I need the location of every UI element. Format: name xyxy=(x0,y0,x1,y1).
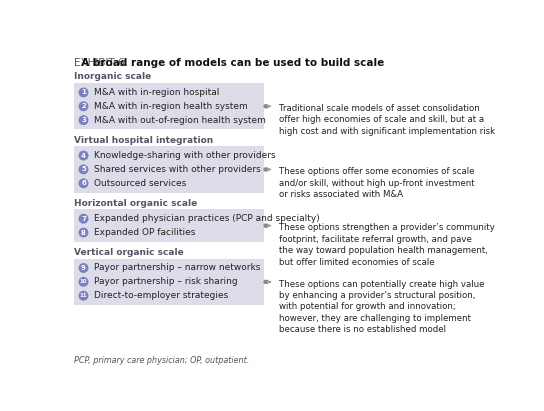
Text: These options can potentially create high value
by enhancing a provider’s struct: These options can potentially create hig… xyxy=(279,279,484,335)
Text: Horizontal organic scale: Horizontal organic scale xyxy=(74,199,197,208)
Text: M&A with in-region hospital: M&A with in-region hospital xyxy=(94,88,220,97)
Bar xyxy=(74,259,264,305)
Text: Payor partnership – risk sharing: Payor partnership – risk sharing xyxy=(94,277,238,286)
Text: 6: 6 xyxy=(81,180,86,186)
Text: Payor partnership – narrow networks: Payor partnership – narrow networks xyxy=(94,263,261,272)
Text: Outsourced services: Outsourced services xyxy=(94,179,187,188)
Text: A broad range of models can be used to build scale: A broad range of models can be used to b… xyxy=(74,58,385,68)
Text: 8: 8 xyxy=(81,230,86,236)
Text: 3: 3 xyxy=(81,117,86,123)
Text: EXHIBIT 6: EXHIBIT 6 xyxy=(74,58,125,68)
Text: 7: 7 xyxy=(81,216,86,222)
Text: Vertical organic scale: Vertical organic scale xyxy=(74,248,184,257)
Text: Virtual hospital integration: Virtual hospital integration xyxy=(74,136,213,145)
Circle shape xyxy=(79,229,88,237)
Circle shape xyxy=(79,291,88,300)
Circle shape xyxy=(264,168,267,171)
Text: 10: 10 xyxy=(80,279,87,284)
Circle shape xyxy=(79,88,88,97)
Text: These options strengthen a provider’s community
footprint, facilitate referral g: These options strengthen a provider’s co… xyxy=(279,223,494,267)
Text: These options offer some economies of scale
and/or skill, without high up-front : These options offer some economies of sc… xyxy=(279,167,474,199)
Text: 9: 9 xyxy=(81,265,86,271)
Text: 5: 5 xyxy=(81,166,86,173)
Circle shape xyxy=(264,105,267,108)
Circle shape xyxy=(79,102,88,111)
Text: Expanded OP facilities: Expanded OP facilities xyxy=(94,228,196,237)
Circle shape xyxy=(79,264,88,272)
Text: Traditional scale models of asset consolidation
offer high economies of scale an: Traditional scale models of asset consol… xyxy=(279,104,495,136)
Text: Direct-to-employer strategies: Direct-to-employer strategies xyxy=(94,291,228,300)
Text: Shared services with other providers: Shared services with other providers xyxy=(94,165,261,174)
Circle shape xyxy=(79,165,88,174)
Circle shape xyxy=(264,224,267,227)
Bar xyxy=(74,146,264,192)
Text: M&A with out-of-region health system: M&A with out-of-region health system xyxy=(94,115,266,125)
Circle shape xyxy=(79,215,88,223)
Text: 11: 11 xyxy=(80,293,87,298)
Text: M&A with in-region health system: M&A with in-region health system xyxy=(94,102,248,111)
Text: 4: 4 xyxy=(81,152,86,159)
Bar xyxy=(74,83,264,129)
Circle shape xyxy=(79,116,88,125)
Text: 2: 2 xyxy=(81,103,86,109)
Text: Knowledge-sharing with other providers: Knowledge-sharing with other providers xyxy=(94,151,276,160)
Text: PCP, primary care physician; OP, outpatient.: PCP, primary care physician; OP, outpati… xyxy=(74,356,250,365)
Text: Inorganic scale: Inorganic scale xyxy=(74,72,151,81)
Circle shape xyxy=(79,179,88,187)
Circle shape xyxy=(79,277,88,286)
Circle shape xyxy=(79,151,88,160)
Circle shape xyxy=(264,280,267,284)
Text: 1: 1 xyxy=(81,90,86,95)
Text: Expanded physician practices (PCP and specialty): Expanded physician practices (PCP and sp… xyxy=(94,214,320,223)
Bar xyxy=(74,210,264,242)
